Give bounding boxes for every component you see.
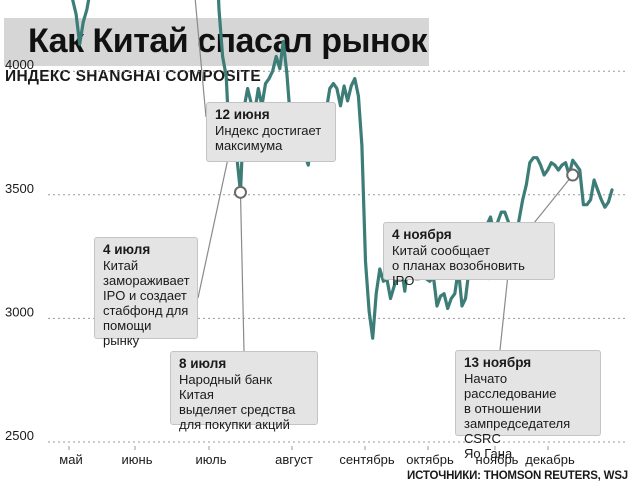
y-tick-label: 3500 (5, 181, 34, 196)
y-axis-ticks: 250030003500400045005000 (5, 57, 34, 443)
chart-subtitle: ИНДЕКС SHANGHAI COMPOSITE (5, 68, 261, 85)
x-tick-label: август (275, 452, 313, 467)
annotation-connector (197, 150, 231, 299)
x-tick-label: июль (195, 452, 226, 467)
annotation-callout-peak: 12 июня Индекс достигает максимума (206, 102, 336, 162)
annotation-text: Народный банк Китая выделяет средства дл… (179, 372, 296, 432)
annotation-callout-ipo-freeze: 4 июля Китай замораживает IPO и создает … (94, 237, 198, 348)
annotation-date: 12 июня (215, 107, 270, 122)
x-tick-label: декабрь (525, 452, 575, 467)
annotation-marker (233, 185, 247, 199)
annotation-date: 4 ноября (392, 227, 452, 242)
series-layer (71, 0, 614, 340)
source-note: ИСТОЧНИКИ: THOMSON REUTERS, WSJ (407, 470, 628, 482)
annotation-connector (239, 192, 245, 352)
x-tick-label: май (59, 452, 82, 467)
annotation-text: Начато расследование в отношении зампред… (464, 371, 571, 461)
annotation-text: Китай замораживает IPO и создает стабфон… (103, 258, 190, 348)
annotation-marker (566, 168, 580, 182)
x-tick-label: ноябрь (476, 452, 519, 467)
x-tick-label: октябрь (406, 452, 454, 467)
annotation-callout-pboc: 8 июля Народный банк Китая выделяет сред… (170, 351, 318, 432)
y-tick-label: 3000 (5, 304, 34, 319)
x-axis-ticks: май июнь июль август сентябрь октябрь ноябрь де… (59, 446, 575, 467)
x-tick-label: июнь (122, 452, 153, 467)
annotation-date: 4 июля (103, 242, 151, 257)
annotation-callout-ipo-resume: 4 ноября Китай сообщает о планах возобно… (383, 222, 555, 288)
annotation-callout-csrc: 13 ноября Начато расследование в отношен… (455, 350, 601, 461)
annotation-date: 13 ноября (464, 355, 532, 370)
title-bar: Как Китай спасал рынок (0, 0, 634, 66)
annotation-text: Индекс достигает максимума (215, 123, 322, 153)
series-line (71, 0, 614, 340)
annotation-date: 8 июля (179, 356, 227, 371)
annotation-text: Китай сообщает о планах возобновить IPO (392, 243, 525, 288)
x-tick-label: сентябрь (339, 452, 395, 467)
y-tick-label: 2500 (5, 428, 34, 443)
y-tick-label: 4000 (5, 57, 34, 72)
title-background (4, 18, 429, 66)
chart-title: Как Китай спасал рынок (28, 22, 427, 60)
annotation-connector (194, 0, 207, 118)
